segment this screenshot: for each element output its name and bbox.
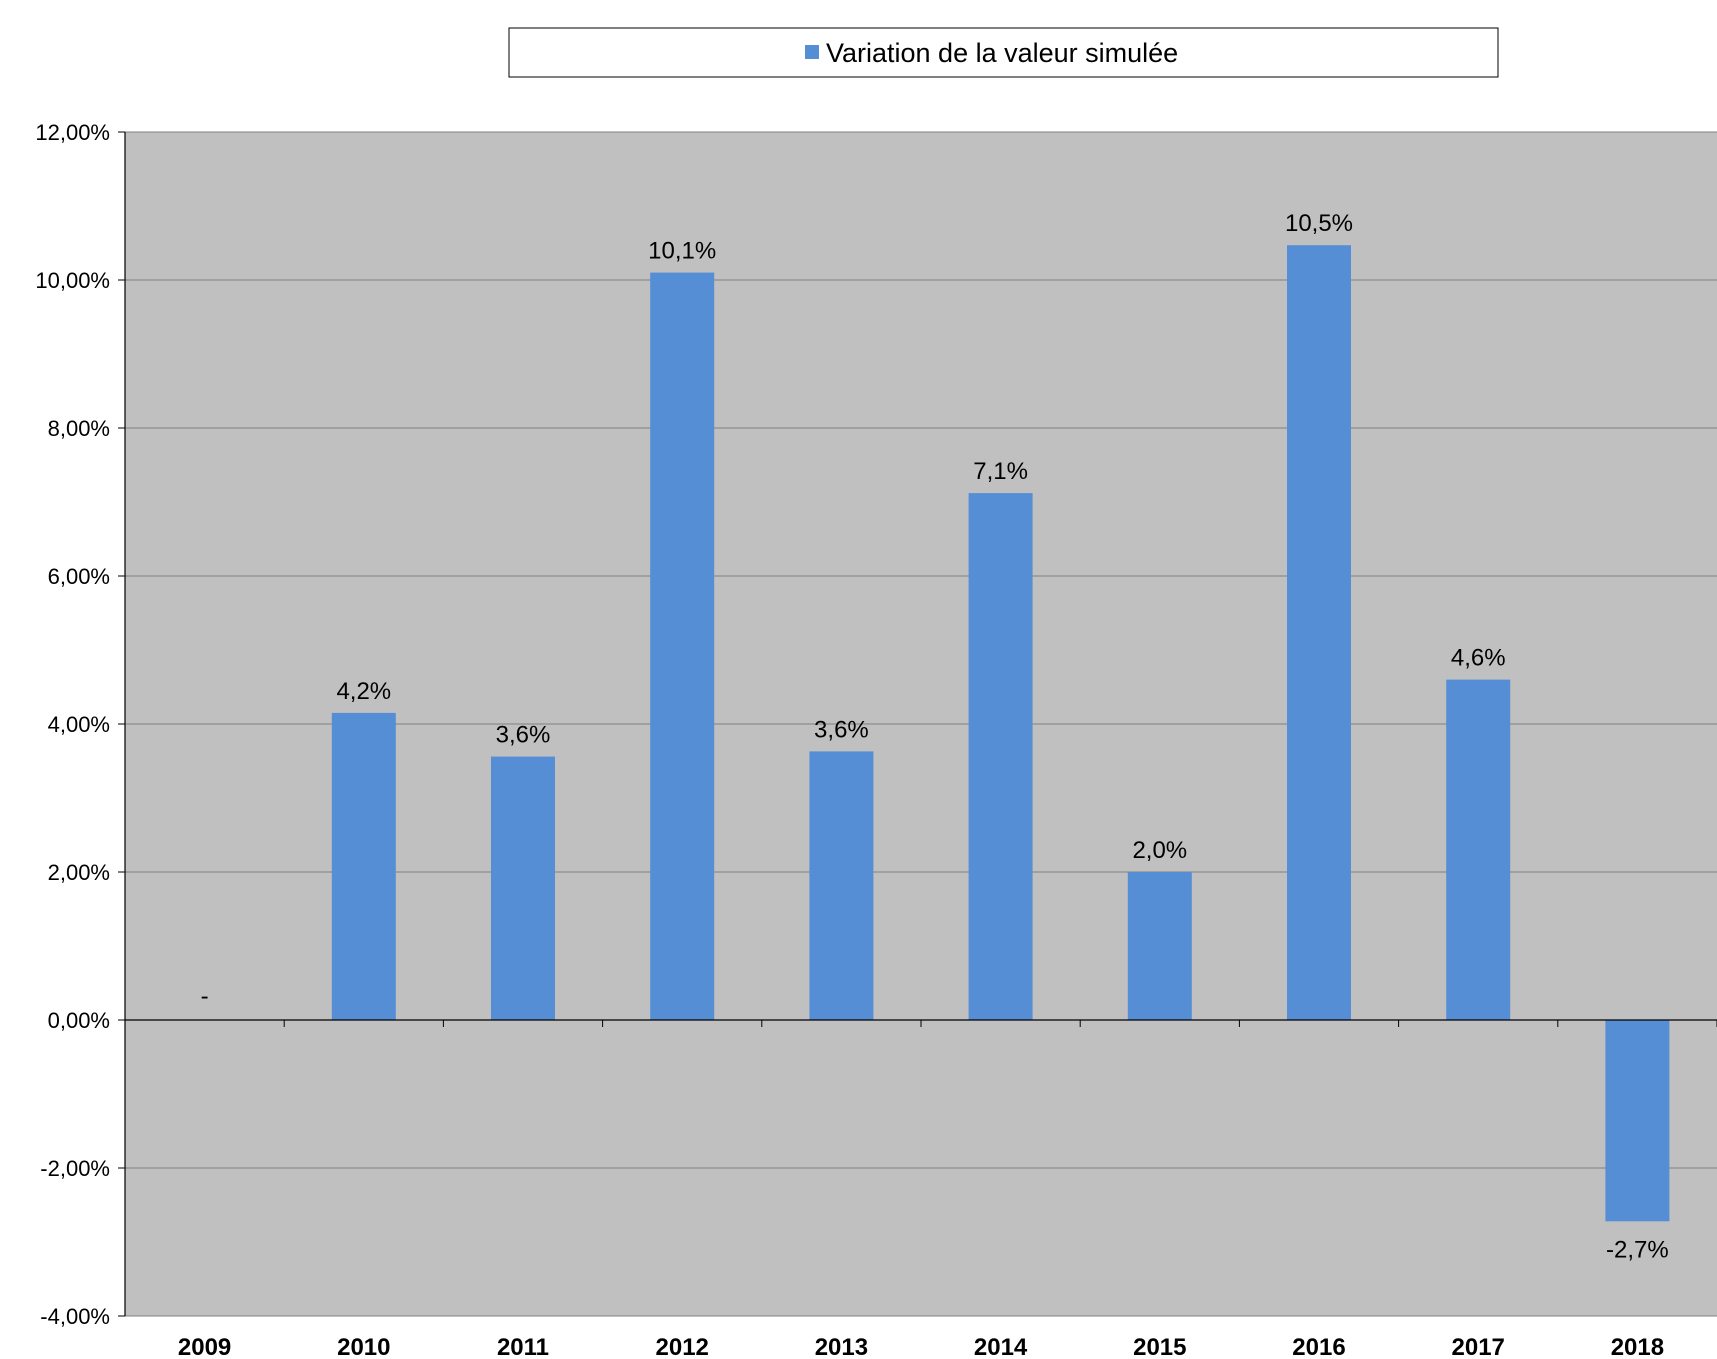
data-label-2013: 3,6%: [814, 716, 869, 743]
x-tick-label: 2018: [1611, 1334, 1664, 1359]
legend-swatch: [805, 45, 819, 59]
x-tick-label: 2016: [1292, 1334, 1345, 1359]
bar-2013: [809, 751, 874, 1020]
x-tick-labels: 2009 2010 2011 2012 2013 2014 2015 2016 2017 2018: [178, 1334, 1664, 1359]
bars: [331, 245, 1670, 1222]
bar-2018: [1605, 1020, 1670, 1222]
x-tick-label: 2017: [1452, 1334, 1505, 1359]
y-tick-label: -2,00%: [40, 1156, 110, 1181]
data-label-2010: 4,2%: [336, 678, 391, 705]
y-tick-labels: -4,00% -2,00% 0,00% 2,00% 4,00% 6,00% 8,00% 10,…: [35, 120, 110, 1329]
y-tick-label: 2,00%: [48, 860, 110, 885]
y-tick-label: 4,00%: [48, 712, 110, 737]
bar-2010: [331, 712, 396, 1020]
data-label-2009: -: [201, 983, 209, 1010]
data-label-2015: 2,0%: [1132, 837, 1187, 864]
data-label-2018: -2,7%: [1606, 1236, 1669, 1263]
data-label-2016: 10,5%: [1285, 210, 1353, 237]
bar-2012: [650, 272, 715, 1021]
bar-2016: [1287, 245, 1351, 1021]
x-tick-label: 2009: [178, 1334, 231, 1359]
bar-2011: [491, 756, 555, 1020]
data-labels: - 4,2% 3,6% 10,1% 3,6% 7,1% 2,0% 10,5% 4,6% -2,7%: [201, 210, 1669, 1263]
x-tick-label: 2013: [815, 1334, 868, 1359]
data-label-2017: 4,6%: [1451, 645, 1506, 672]
legend-box: [508, 27, 1499, 78]
axes: [118, 131, 1717, 1317]
x-tick-label: 2012: [656, 1334, 709, 1359]
x-tick-label: 2010: [337, 1334, 390, 1359]
x-tick-label: 2011: [497, 1334, 549, 1359]
bar-2017: [1446, 679, 1511, 1020]
data-label-2011: 3,6%: [496, 722, 551, 749]
bar-2015: [1127, 872, 1192, 1020]
y-tick-label: 0,00%: [48, 1008, 110, 1033]
y-tick-label: 12,00%: [35, 120, 110, 145]
y-tick-label: 6,00%: [48, 564, 110, 589]
data-label-2012: 10,1%: [648, 238, 716, 265]
legend-label: Variation de la valeur simulée: [826, 38, 1178, 68]
y-tick-label: 8,00%: [48, 416, 110, 441]
y-tick-label: -4,00%: [40, 1304, 110, 1329]
y-tick-label: 10,00%: [35, 268, 110, 293]
legend: Variation de la valeur simulée: [508, 27, 1499, 78]
x-tick-label: 2014: [974, 1334, 1028, 1359]
data-label-2014: 7,1%: [973, 458, 1028, 485]
x-tick-label: 2015: [1133, 1334, 1186, 1359]
bar-2014: [968, 493, 1033, 1020]
